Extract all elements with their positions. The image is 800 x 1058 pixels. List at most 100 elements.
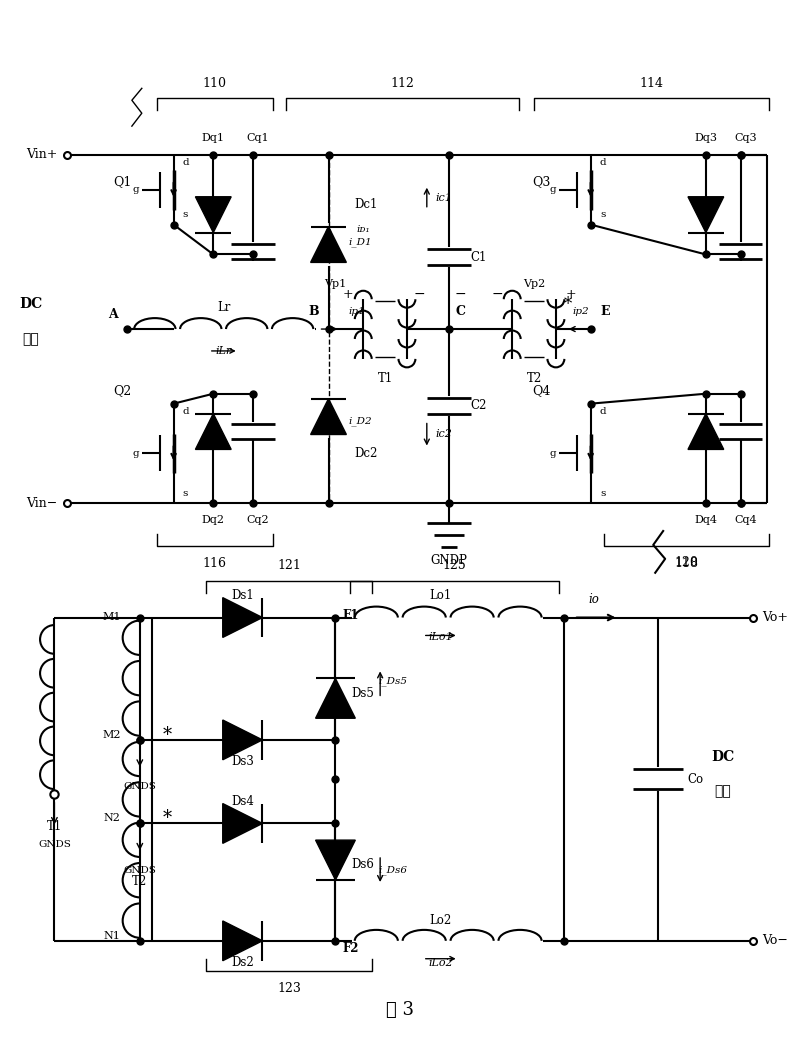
Text: Cq1: Cq1 <box>246 133 270 143</box>
Text: *: * <box>564 295 572 313</box>
Text: g: g <box>550 449 556 458</box>
Text: Dc1: Dc1 <box>354 198 378 212</box>
Text: F2: F2 <box>342 943 358 955</box>
Text: 输入: 输入 <box>22 332 39 346</box>
Text: Cq2: Cq2 <box>246 515 270 525</box>
Text: 121: 121 <box>278 560 302 572</box>
Polygon shape <box>222 920 262 961</box>
Text: d: d <box>182 159 189 167</box>
Text: d: d <box>599 407 606 416</box>
Text: *: * <box>163 809 172 827</box>
Text: M1: M1 <box>102 612 122 621</box>
Text: Ds5: Ds5 <box>352 687 374 700</box>
Text: +: + <box>566 288 576 300</box>
Text: s: s <box>600 211 606 219</box>
Polygon shape <box>315 678 355 718</box>
Text: 120: 120 <box>674 557 698 569</box>
Text: g: g <box>133 449 139 458</box>
Text: Vp2: Vp2 <box>523 279 545 289</box>
Text: Ds1: Ds1 <box>231 589 254 602</box>
Text: iLo1: iLo1 <box>428 633 453 642</box>
Text: DC: DC <box>711 750 734 764</box>
Text: F1: F1 <box>342 609 358 622</box>
Text: Ds3: Ds3 <box>231 755 254 768</box>
Text: Dq1: Dq1 <box>202 133 225 143</box>
Text: Lo2: Lo2 <box>430 914 452 928</box>
Text: T1: T1 <box>46 820 62 833</box>
Text: A: A <box>108 308 118 321</box>
Text: +: + <box>343 288 354 300</box>
Polygon shape <box>222 598 262 637</box>
Text: iᴅ₁: iᴅ₁ <box>357 225 370 234</box>
Text: 112: 112 <box>390 77 414 90</box>
Text: 125: 125 <box>442 560 466 572</box>
Text: Q4: Q4 <box>532 384 550 397</box>
Text: Vin−: Vin− <box>26 496 58 510</box>
Text: Ds2: Ds2 <box>231 956 254 969</box>
Text: s: s <box>183 211 188 219</box>
Text: GNDS: GNDS <box>38 840 71 849</box>
Text: C: C <box>455 305 466 317</box>
Text: Lr: Lr <box>217 300 230 313</box>
Text: Ds4: Ds4 <box>231 795 254 808</box>
Text: DC: DC <box>19 297 42 311</box>
Text: i_Ds5: i_Ds5 <box>378 677 407 687</box>
Text: g: g <box>133 185 139 195</box>
Text: GNDP: GNDP <box>430 554 467 567</box>
Text: d: d <box>599 159 606 167</box>
Text: Vo+: Vo+ <box>762 612 789 624</box>
Text: Cq3: Cq3 <box>734 133 757 143</box>
Polygon shape <box>315 840 355 880</box>
Text: ip1: ip1 <box>348 307 365 315</box>
Text: i_D1: i_D1 <box>349 238 372 248</box>
Text: Q1: Q1 <box>113 176 131 188</box>
Text: Vp1: Vp1 <box>324 279 346 289</box>
Text: Co: Co <box>688 772 704 786</box>
Text: −: − <box>413 287 425 302</box>
Polygon shape <box>222 720 262 760</box>
Text: 114: 114 <box>640 77 664 90</box>
Text: Dq3: Dq3 <box>694 133 718 143</box>
Text: Dq2: Dq2 <box>202 515 225 525</box>
Text: T2: T2 <box>526 372 542 385</box>
Text: ip2: ip2 <box>573 307 589 315</box>
Text: 123: 123 <box>278 982 302 996</box>
Polygon shape <box>688 414 724 450</box>
Text: N1: N1 <box>103 931 121 941</box>
Text: Dq4: Dq4 <box>694 515 718 525</box>
Text: T1: T1 <box>378 372 393 385</box>
Polygon shape <box>310 226 346 262</box>
Text: −: − <box>454 287 466 302</box>
Text: *: * <box>163 726 172 744</box>
Text: −: − <box>491 287 503 302</box>
Text: 图 3: 图 3 <box>386 1002 414 1020</box>
Text: i_D2: i_D2 <box>349 417 372 426</box>
Text: 116: 116 <box>202 558 226 570</box>
Text: 输出: 输出 <box>714 784 731 798</box>
Text: Q2: Q2 <box>113 384 131 397</box>
Text: g: g <box>550 185 556 195</box>
Text: E: E <box>601 305 610 317</box>
Text: N2: N2 <box>103 814 121 823</box>
Text: ic1: ic1 <box>435 193 452 203</box>
Text: Q3: Q3 <box>532 176 550 188</box>
Polygon shape <box>688 197 724 233</box>
Text: Vo−: Vo− <box>762 934 788 947</box>
Text: M2: M2 <box>102 730 122 740</box>
Text: Vin+: Vin+ <box>26 148 58 162</box>
Text: Ds6: Ds6 <box>352 858 374 872</box>
Text: Lo1: Lo1 <box>430 589 452 602</box>
Text: GNDS: GNDS <box>123 865 156 875</box>
Text: T2: T2 <box>132 875 147 888</box>
Text: i_Ds6: i_Ds6 <box>378 865 407 875</box>
Polygon shape <box>222 803 262 843</box>
Text: 118: 118 <box>674 558 698 570</box>
Text: C1: C1 <box>470 251 486 263</box>
Polygon shape <box>195 197 231 233</box>
Text: d: d <box>182 407 189 416</box>
Text: Cq4: Cq4 <box>734 515 757 525</box>
Polygon shape <box>195 414 231 450</box>
Text: 110: 110 <box>202 77 226 90</box>
Text: io: io <box>588 594 599 606</box>
Polygon shape <box>310 399 346 435</box>
